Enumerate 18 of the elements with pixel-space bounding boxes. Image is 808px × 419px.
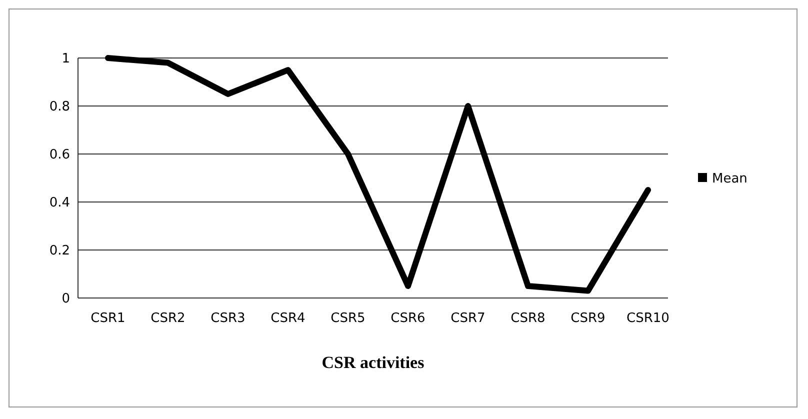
- y-tick-label: 0: [62, 292, 70, 307]
- y-tick-label: 0.4: [49, 196, 70, 211]
- x-tick-label: CSR6: [390, 311, 426, 326]
- x-axis-title: CSR activities: [322, 353, 425, 372]
- y-tick-label: 0.2: [49, 244, 70, 259]
- x-tick-label: CSR4: [270, 311, 306, 326]
- x-tick-label: CSR5: [330, 311, 366, 326]
- x-tick-label: CSR7: [450, 311, 486, 326]
- x-tick-label: CSR3: [210, 311, 246, 326]
- legend-label: Mean: [712, 172, 748, 187]
- x-tick-label: CSR2: [150, 311, 186, 326]
- y-tick-label: 0.6: [49, 148, 70, 163]
- y-tick-label: 0.8: [49, 100, 70, 115]
- x-tick-label: CSR1: [90, 311, 126, 326]
- y-tick-label: 1: [62, 52, 70, 67]
- x-tick-label: CSR8: [510, 311, 546, 326]
- x-tick-label: CSR10: [626, 311, 670, 326]
- x-tick-label: CSR9: [570, 311, 606, 326]
